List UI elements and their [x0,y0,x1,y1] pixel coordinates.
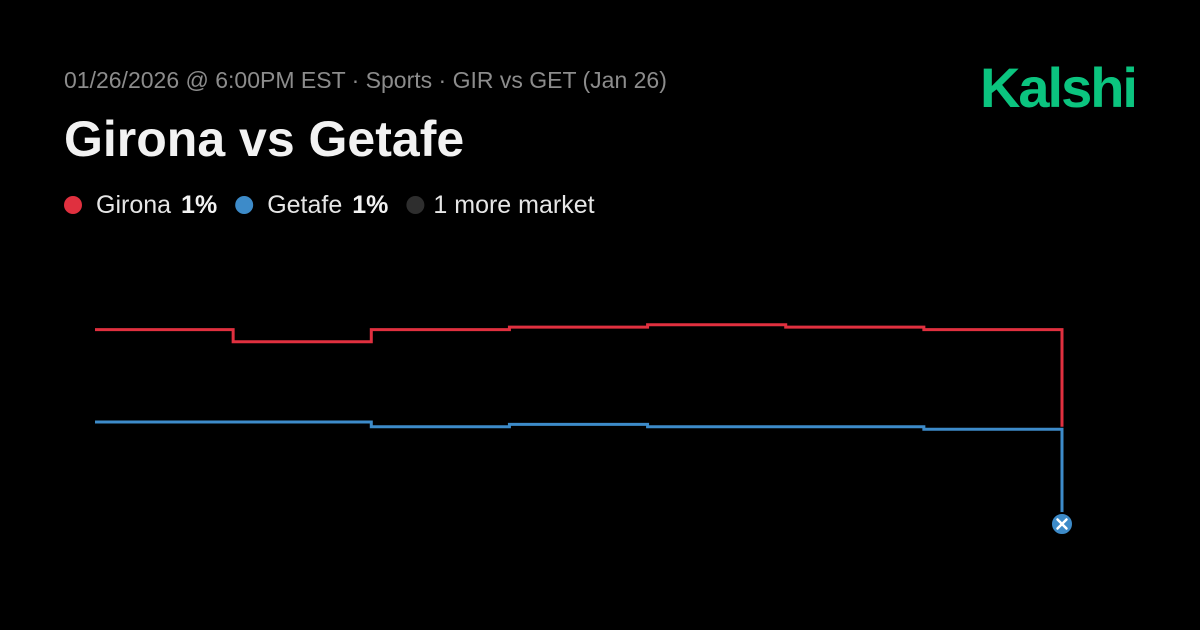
legend-chance: 1% [181,191,217,219]
legend-name: Getafe [267,191,342,219]
series-line [95,323,1064,427]
end-marker-x [1056,518,1068,530]
legend-dot [406,196,425,214]
legend-chance: 1% [352,191,388,219]
legend-name: Girona [96,191,171,219]
series-line [95,420,1064,524]
brand-logo: Kalshi [980,56,1136,119]
title: Girona vs Getafe [64,111,464,167]
subtitle: 01/26/2026 @ 6:00PM EST · Sports · GIR v… [64,67,667,93]
legend-dot [64,196,82,214]
legend: Girona 1% Getafe 1% 1 more market [64,191,595,219]
legend-more: 1 more market [433,191,594,219]
plot [95,323,1074,536]
legend-dot [235,196,254,214]
